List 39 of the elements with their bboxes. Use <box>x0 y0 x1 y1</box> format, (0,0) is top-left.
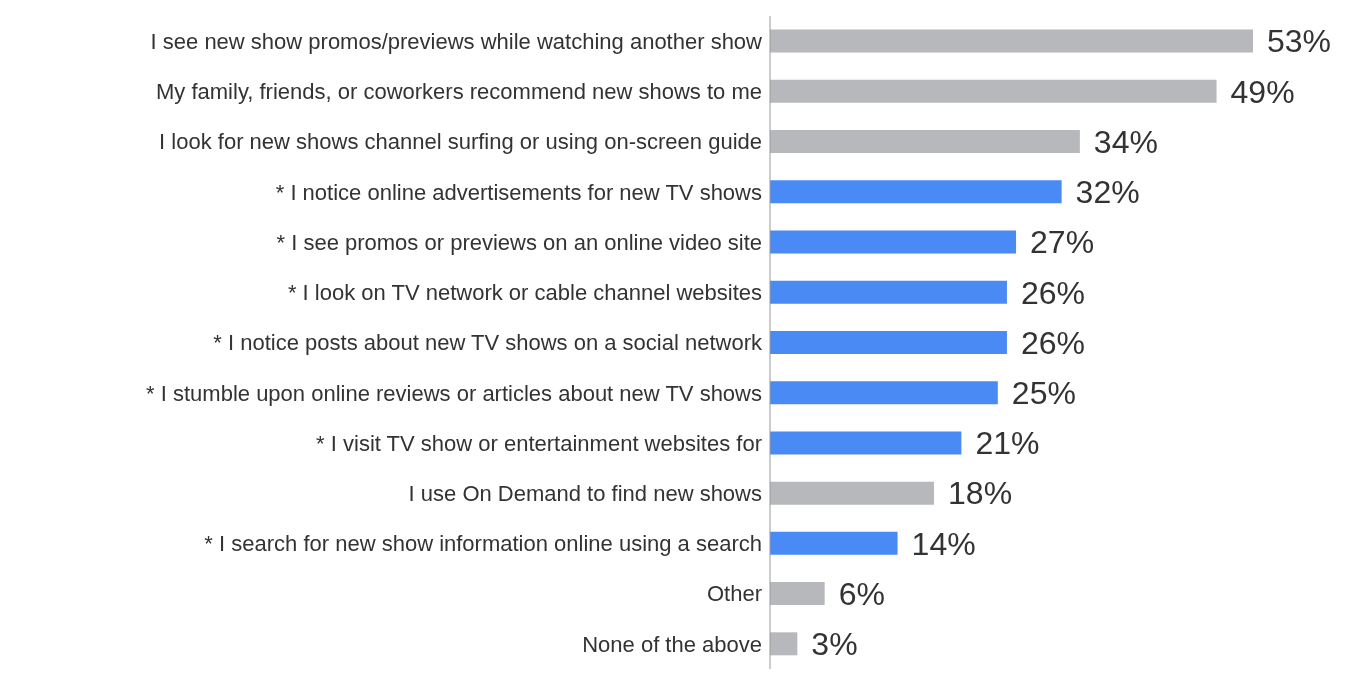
bar <box>770 280 1007 304</box>
data-label: 14% <box>911 525 976 562</box>
y-tick-label: * I see promos or previews on an online video site <box>276 229 762 255</box>
bar <box>770 481 935 505</box>
y-tick-label: My family, friends, or coworkers recommend new shows to me <box>156 79 762 105</box>
bar <box>770 381 998 405</box>
y-tick-label: None of the above <box>582 631 762 657</box>
y-tick-label: * I search for new show information online using a search <box>204 531 762 557</box>
data-label: 21% <box>975 425 1040 462</box>
data-label: 6% <box>838 575 885 612</box>
y-tick-label: I look for new shows channel surfing or using on-screen guide <box>159 129 762 155</box>
y-tick-label: I use On Demand to find new shows <box>408 481 762 506</box>
bar <box>770 330 1007 354</box>
y-tick-label: * I notice posts about new TV shows on a social network <box>213 330 763 356</box>
bar <box>770 180 1062 204</box>
bar <box>770 230 1017 254</box>
data-label: 49% <box>1230 73 1295 110</box>
bar <box>770 29 1253 53</box>
data-label: 27% <box>1030 224 1095 261</box>
data-label: 26% <box>1020 324 1085 361</box>
data-label: 25% <box>1011 375 1076 412</box>
data-label: 18% <box>948 475 1013 512</box>
data-label: 32% <box>1075 174 1140 211</box>
y-tick-label: * I visit TV show or entertainment websites for <box>316 430 762 456</box>
y-tick-label: Other <box>706 581 762 607</box>
y-tick-label: * I notice online advertisements for new TV shows <box>275 179 762 205</box>
bar <box>770 632 798 656</box>
data-label: 34% <box>1093 123 1158 160</box>
bar <box>770 582 825 606</box>
data-label: 53% <box>1267 23 1332 60</box>
bar <box>770 79 1217 103</box>
data-label: 26% <box>1020 274 1085 311</box>
bar <box>770 431 962 455</box>
y-tick-label: * I stumble upon online reviews or articles about new TV shows <box>146 380 762 406</box>
y-tick-label: I see new show promos/previews while watching another show <box>150 28 763 54</box>
data-label: 3% <box>811 626 858 663</box>
bar <box>770 531 898 555</box>
y-tick-label: * I look on TV network or cable channel websites <box>287 280 762 306</box>
bar <box>770 130 1080 154</box>
